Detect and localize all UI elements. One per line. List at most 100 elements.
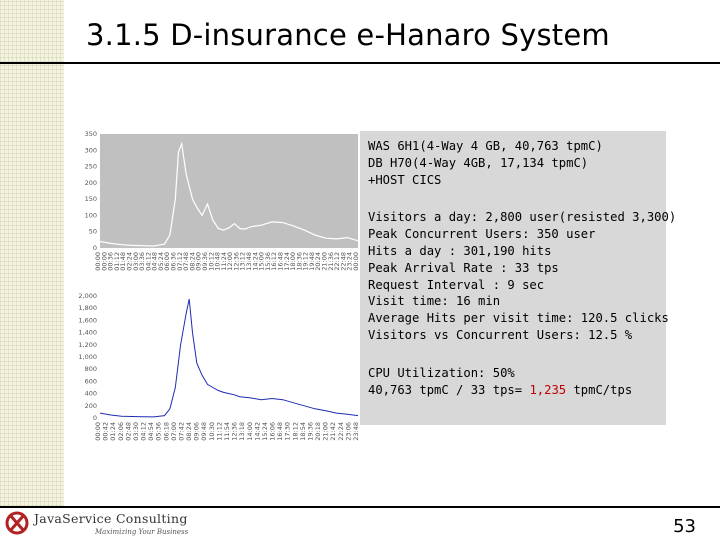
stat-line: Average Hits per visit time: 120.5 click… <box>368 311 669 326</box>
x-tick-label: 00:00 <box>352 252 360 271</box>
x-tick-label: 07:42 <box>177 422 185 441</box>
x-tick-label: 15:24 <box>261 422 269 441</box>
x-tick-label: 00:36 <box>107 252 115 271</box>
y-tick-label: 50 <box>89 228 97 236</box>
x-tick-label: 07:48 <box>182 252 190 271</box>
x-tick-label: 10:30 <box>208 422 216 441</box>
x-tick-label: 17:24 <box>283 252 291 271</box>
y-tick-label: 800 <box>85 365 97 373</box>
x-tick-label: 17:30 <box>284 422 292 441</box>
x-tick-label: 14:00 <box>246 422 254 441</box>
x-tick-label: 12:36 <box>231 422 239 441</box>
y-tick-label: 1,400 <box>78 329 97 337</box>
x-tick-label: 09:36 <box>201 252 209 271</box>
info-text: WAS 6H1(4-Way 4 GB, 40,763 tpmC) DB H70(… <box>368 138 677 399</box>
x-tick-label: 12:36 <box>232 252 240 271</box>
y-tick-label: 400 <box>85 390 97 398</box>
x-tick-label: 01:48 <box>119 252 127 271</box>
x-tick-label: 13:48 <box>245 252 253 271</box>
info-box <box>360 131 666 425</box>
x-tick-label: 13:18 <box>238 422 246 441</box>
tpmc-calculation: 40,763 tpmC / 33 tps= 1,235 tpmC/tps <box>368 382 668 399</box>
x-tick-label: 16:06 <box>269 422 277 441</box>
x-tick-label: 21:00 <box>322 422 330 441</box>
x-tick-label: 07:12 <box>176 252 184 271</box>
x-tick-label: 21:42 <box>329 422 337 441</box>
x-tick-label: 21:36 <box>327 252 335 271</box>
y-tick-label: 200 <box>85 402 97 410</box>
x-tick-label: 00:00 <box>94 422 102 441</box>
x-tick-label: 19:36 <box>306 422 314 441</box>
y-tick-label: 200 <box>85 179 97 187</box>
x-tick-label: 14:24 <box>251 252 259 271</box>
x-tick-label: 06:00 <box>163 252 171 271</box>
x-axis-ticks: 00:00 00:42 01:24 02:06 02:48 03:30 04:12 04:54… <box>94 422 360 441</box>
x-tick-label: 10:12 <box>207 252 215 271</box>
stat-line: Peak Arrival Rate : 33 tps <box>368 260 559 275</box>
y-tick-label: 150 <box>85 195 97 203</box>
x-tick-label: 18:12 <box>291 422 299 441</box>
page-number: 53 <box>673 516 696 537</box>
y-axis-ticks: 350 300 250 200 150 100 50 0 <box>85 130 97 252</box>
x-axis-ticks: 00:0000:0000:3601:1201:4802:2403:0003:36… <box>94 252 360 271</box>
logo-name: JavaService Consulting <box>34 511 188 526</box>
stat-line: Visitors a day: 2,800 user(resisted 3,30… <box>368 210 677 225</box>
x-tick-label: 16:12 <box>270 252 278 271</box>
system-line: WAS 6H1(4-Way 4 GB, 40,763 tpmC) <box>368 139 603 153</box>
x-tick-label: 08:24 <box>188 252 196 271</box>
slide-title: 3.1.5 D-insurance e-Hanaro System <box>86 18 610 52</box>
chart-plot-area <box>100 134 358 248</box>
stat-line: Visitors vs Concurrent Users: 12.5 % <box>368 327 633 342</box>
y-tick-label: 1,600 <box>78 316 97 324</box>
x-tick-label: 00:00 <box>100 252 108 271</box>
x-tick-label: 16:48 <box>276 252 284 271</box>
series-line <box>99 298 359 418</box>
x-tick-label: 14:42 <box>253 422 261 441</box>
x-tick-label: 19:48 <box>308 252 316 271</box>
y-tick-label: 1,000 <box>78 353 97 361</box>
x-tick-label: 11:12 <box>215 422 223 441</box>
x-tick-label: 07:00 <box>170 422 178 441</box>
x-tick-label: 23:48 <box>352 422 360 441</box>
hits-chart: 2,000 1,800 1,600 1,400 1,200 1,000 800 600 400 2… <box>78 292 360 441</box>
stat-line: Visit time: 16 min <box>368 294 501 309</box>
x-tick-label: 22:12 <box>333 252 341 271</box>
x-tick-label: 02:24 <box>125 252 133 271</box>
x-tick-label: 06:18 <box>162 422 170 441</box>
x-tick-label: 11:54 <box>223 422 231 441</box>
system-line: +HOST CICS <box>368 172 442 187</box>
x-tick-label: 06:36 <box>170 252 178 271</box>
x-tick-label: 03:36 <box>138 252 146 271</box>
y-tick-label: 250 <box>85 163 97 171</box>
x-tick-label: 10:48 <box>214 252 222 271</box>
stat-line: Hits a day : 301,190 hits <box>368 243 552 258</box>
x-tick-label: 23:24 <box>346 252 354 271</box>
chart-plot-area <box>100 296 358 418</box>
x-tick-label: 20:18 <box>314 422 322 441</box>
x-tick-label: 01:24 <box>109 422 117 441</box>
logo-tagline: Maximizing Your Business <box>95 528 189 536</box>
footer-divider <box>0 506 720 508</box>
x-tick-label: 04:54 <box>147 422 155 441</box>
x-tick-label: 09:48 <box>200 422 208 441</box>
x-tick-label: 16:48 <box>276 422 284 441</box>
y-tick-label: 350 <box>85 130 97 138</box>
x-tick-label: 15:00 <box>258 252 266 271</box>
calc-suffix: tpmC/tps <box>566 382 633 397</box>
x-tick-label: 18:36 <box>295 252 303 271</box>
y-tick-label: 1,200 <box>78 341 97 349</box>
calc-value: 1,235 <box>529 382 567 397</box>
calc-prefix: 40,763 tpmC / 33 tps= <box>368 382 530 397</box>
x-tick-label: 03:30 <box>132 422 140 441</box>
y-tick-label: 2,000 <box>78 292 97 300</box>
y-tick-label: 300 <box>85 146 97 154</box>
stat-line: Request Interval : 9 sec <box>368 277 545 292</box>
x-tick-label: 13:12 <box>239 252 247 271</box>
x-tick-label: 19:12 <box>302 252 310 271</box>
x-tick-label: 23:06 <box>344 422 352 441</box>
x-tick-label: 09:06 <box>193 422 201 441</box>
x-tick-label: 20:24 <box>314 252 322 271</box>
x-tick-label: 12:00 <box>226 252 234 271</box>
x-tick-label: 04:12 <box>140 422 148 441</box>
